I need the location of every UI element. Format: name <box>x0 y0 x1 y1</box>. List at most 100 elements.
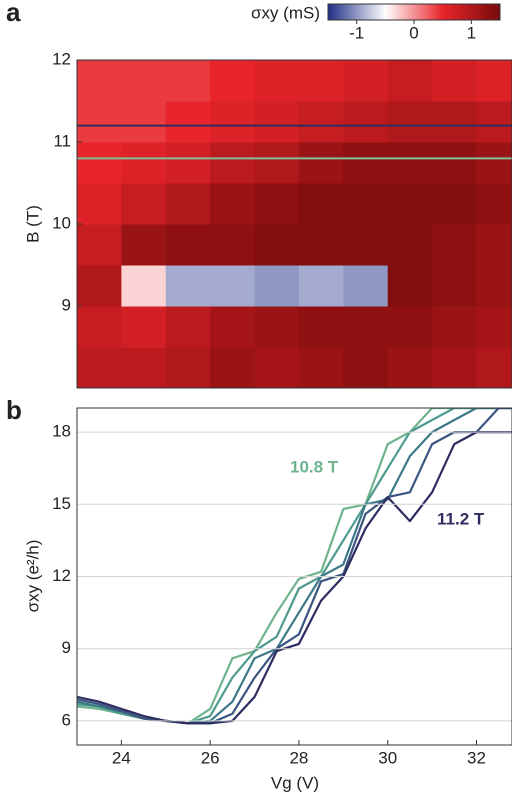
y-tick-label: 12 <box>52 49 71 68</box>
colorbar-step <box>438 4 441 20</box>
y-tick-label: 6 <box>62 710 71 729</box>
heat-cell <box>77 142 122 184</box>
heat-cell <box>165 347 211 388</box>
heat-cell <box>432 347 477 388</box>
curve <box>77 408 512 725</box>
y-axis-label: σxy (e²/h) <box>23 540 42 613</box>
heat-cell <box>210 142 256 184</box>
y-tick-label: 18 <box>52 422 71 441</box>
colorbar-step <box>330 4 333 20</box>
heat-cell <box>476 224 512 266</box>
heat-cell <box>432 224 477 266</box>
colorbar-step <box>376 4 379 20</box>
heat-cell <box>476 183 512 225</box>
colorbar-label: σxy (mS) <box>251 3 320 22</box>
heat-cell <box>298 224 344 266</box>
curve <box>77 431 512 725</box>
heat-cell <box>476 347 512 388</box>
x-tick-label: 26 <box>201 748 220 767</box>
curve <box>77 408 512 725</box>
colorbar-step <box>404 4 407 20</box>
heat-cell <box>432 60 477 102</box>
colorbar-tick-label: 1 <box>467 23 476 42</box>
colorbar-step <box>464 4 467 20</box>
colorbar-step <box>452 4 455 20</box>
colorbar-step <box>496 4 499 20</box>
heat-cell <box>77 224 122 266</box>
heat-cell <box>254 347 300 388</box>
heatmap <box>77 60 512 388</box>
x-tick-label: 28 <box>289 748 308 767</box>
heat-cell <box>387 306 433 348</box>
colorbar-step <box>354 4 357 20</box>
colorbar-step <box>486 4 489 20</box>
heat-cell <box>298 60 344 102</box>
heat-cell <box>165 142 211 184</box>
heat-cell <box>298 101 344 143</box>
heat-cell <box>387 142 433 184</box>
colorbar-step <box>494 4 497 20</box>
colorbar-step <box>408 4 411 20</box>
heat-cell <box>121 142 167 184</box>
x-tick-label: 24 <box>112 748 131 767</box>
heat-cell <box>254 101 300 143</box>
heat-cell <box>387 347 433 388</box>
colorbar-step <box>478 4 481 20</box>
colorbar-step <box>418 4 421 20</box>
y-tick-label: 12 <box>52 566 71 585</box>
heat-cell <box>165 101 211 143</box>
heat-cell <box>254 60 300 102</box>
colorbar-step <box>348 4 351 20</box>
colorbar-step <box>490 4 493 20</box>
colorbar-step <box>428 4 431 20</box>
colorbar-step <box>370 4 373 20</box>
heat-cell <box>121 183 167 225</box>
heat-cell <box>77 60 122 102</box>
y-axis-label: B (T) <box>23 205 42 243</box>
heat-cell <box>210 306 256 348</box>
colorbar-step <box>456 4 459 20</box>
y-tick-label: 11 <box>53 131 71 150</box>
colorbar <box>328 4 501 20</box>
heat-cell <box>77 183 122 225</box>
heat-cell <box>121 101 167 143</box>
colorbar-step <box>340 4 343 20</box>
heat-cell <box>343 265 389 307</box>
heat-cell <box>343 142 389 184</box>
heat-cell <box>77 347 122 388</box>
colorbar-step <box>420 4 423 20</box>
colorbar-step <box>384 4 387 20</box>
colorbar-step <box>382 4 385 20</box>
heat-cell <box>210 224 256 266</box>
heat-cell <box>77 265 122 307</box>
colorbar-step <box>424 4 427 20</box>
heat-cell <box>387 183 433 225</box>
heat-cell <box>210 265 256 307</box>
colorbar-step <box>416 4 419 20</box>
heat-cell <box>298 142 344 184</box>
heat-cell <box>254 142 300 184</box>
colorbar-step <box>386 4 389 20</box>
colorbar-step <box>422 4 425 20</box>
colorbar-step <box>394 4 397 20</box>
heat-cell <box>254 224 300 266</box>
heat-cell <box>298 306 344 348</box>
panel-label: b <box>6 395 22 425</box>
colorbar-step <box>448 4 451 20</box>
colorbar-step <box>492 4 495 20</box>
heat-cell <box>432 101 477 143</box>
panel-label: a <box>6 0 21 27</box>
heat-cell <box>432 306 477 348</box>
colorbar-step <box>402 4 405 20</box>
colorbar-step <box>388 4 391 20</box>
plot-frame <box>76 407 512 746</box>
curve <box>77 408 512 725</box>
x-tick-label: 30 <box>378 748 397 767</box>
colorbar-step <box>350 4 353 20</box>
colorbar-step <box>462 4 465 20</box>
colorbar-step <box>396 4 399 20</box>
colorbar-step <box>336 4 339 20</box>
heat-cell <box>298 183 344 225</box>
heat-cell <box>165 60 211 102</box>
